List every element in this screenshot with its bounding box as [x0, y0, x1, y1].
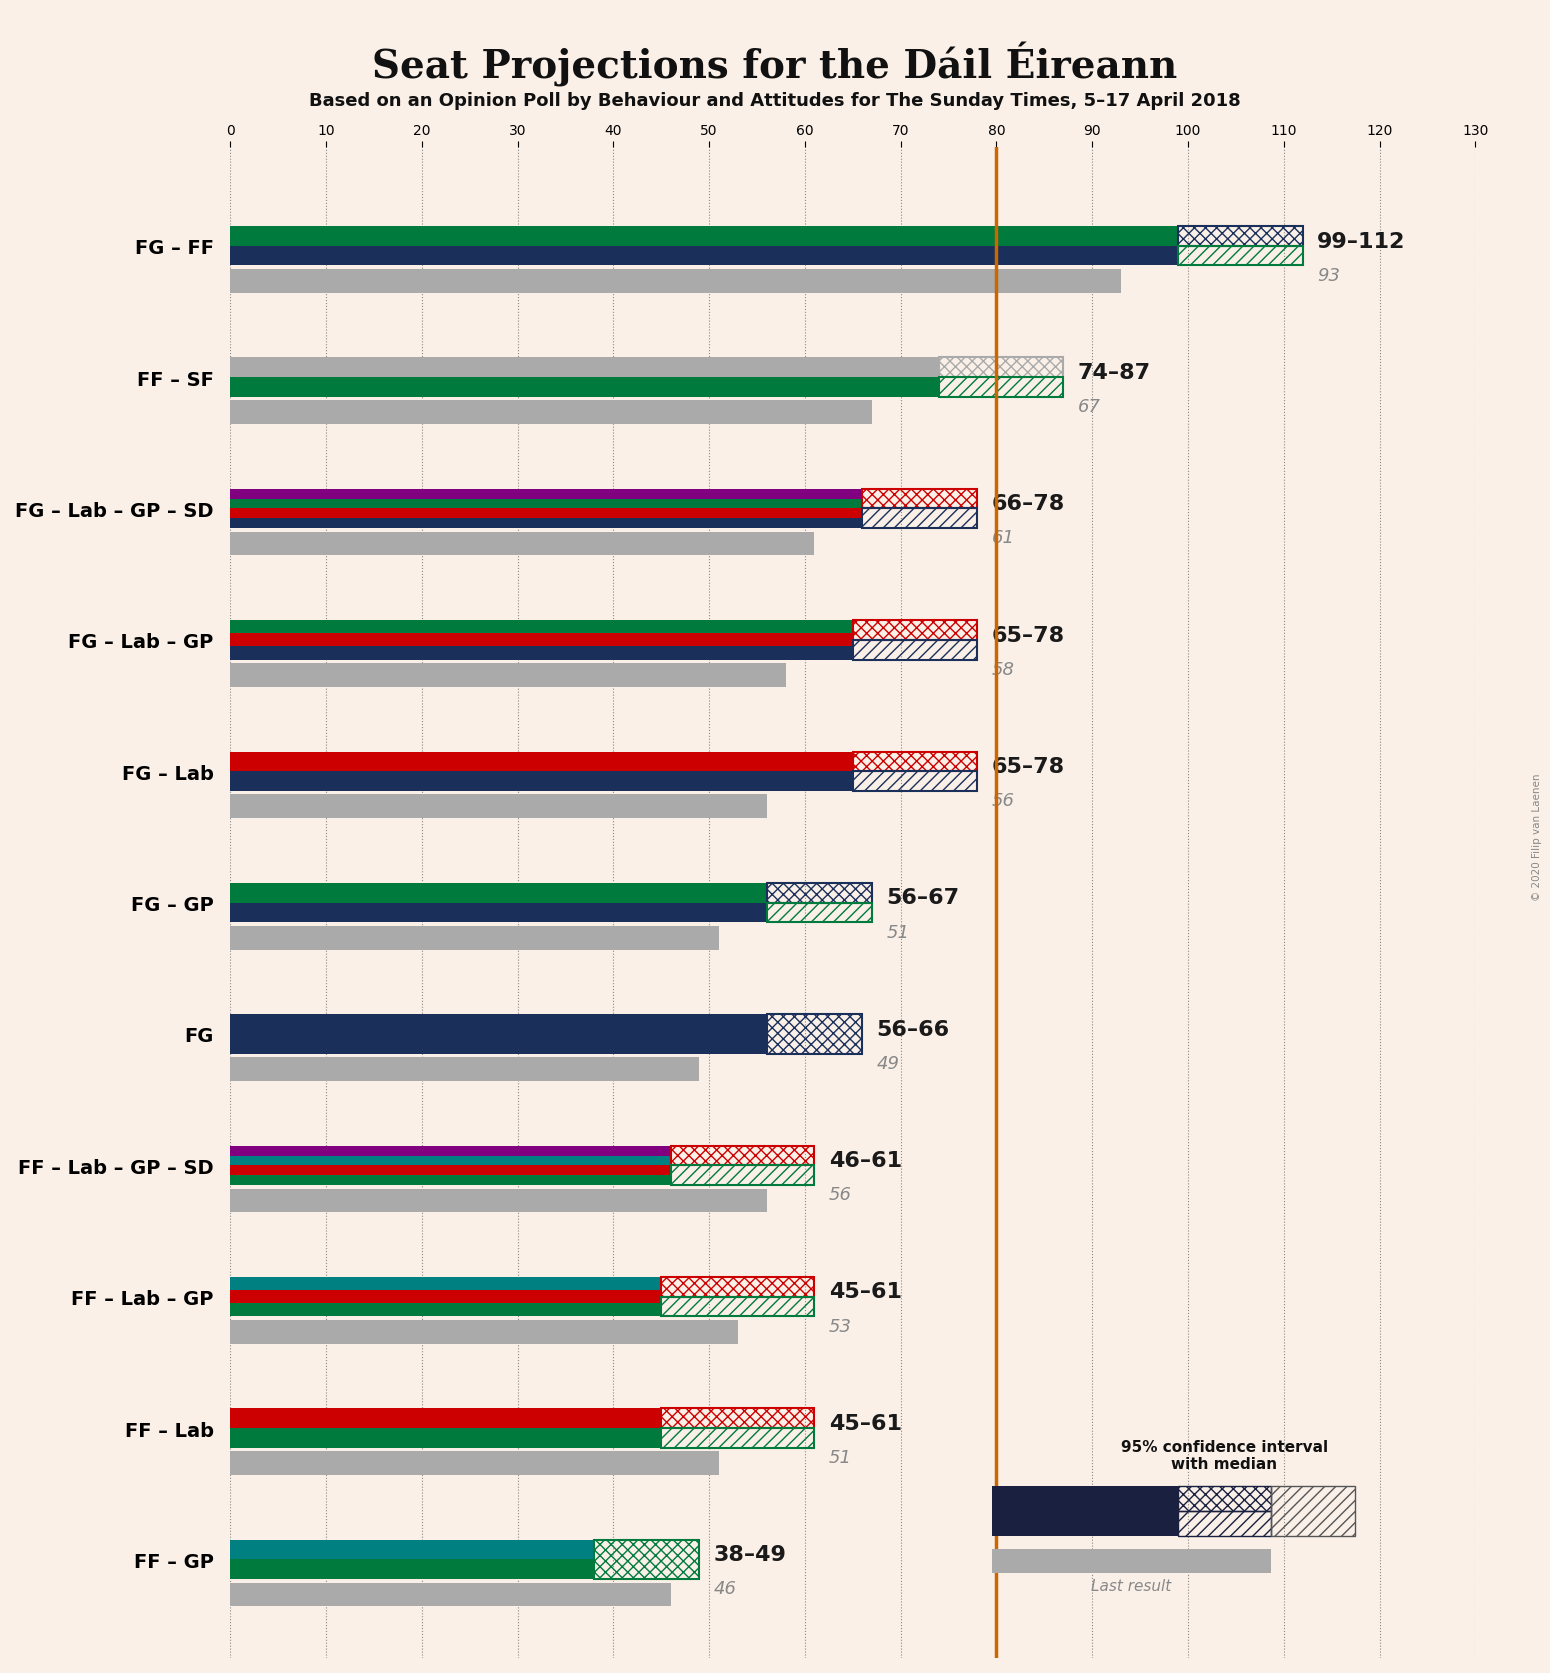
Bar: [229, 1303, 662, 1317]
Bar: [229, 1452, 719, 1476]
Bar: [229, 1176, 671, 1186]
Bar: [229, 499, 862, 509]
Bar: [1178, 1511, 1271, 1536]
Bar: [853, 641, 976, 661]
Text: 45–61: 45–61: [829, 1414, 902, 1434]
Bar: [229, 1156, 671, 1166]
Text: Based on an Opinion Poll by Behaviour and Attitudes for The Sunday Times, 5–17 A: Based on an Opinion Poll by Behaviour an…: [308, 92, 1242, 110]
Text: Last result: Last result: [1091, 1578, 1172, 1593]
Bar: [1178, 228, 1304, 246]
Bar: [229, 634, 852, 647]
Bar: [767, 883, 873, 903]
Text: 65–78: 65–78: [992, 626, 1065, 646]
Text: 66–78: 66–78: [992, 494, 1065, 514]
Bar: [662, 1429, 814, 1447]
Text: 46–61: 46–61: [829, 1151, 902, 1171]
Bar: [853, 621, 976, 641]
Bar: [229, 358, 939, 378]
Bar: [229, 1539, 594, 1559]
Bar: [1178, 246, 1304, 266]
Bar: [229, 753, 852, 771]
Bar: [229, 246, 1178, 266]
Bar: [229, 771, 852, 791]
Text: 56–66: 56–66: [877, 1019, 950, 1039]
Text: 61: 61: [992, 529, 1015, 547]
Bar: [229, 1320, 738, 1343]
Bar: [229, 519, 862, 529]
Bar: [229, 402, 873, 425]
Bar: [229, 1057, 699, 1081]
Text: 53: 53: [829, 1317, 852, 1335]
Text: 58: 58: [992, 661, 1015, 678]
Bar: [862, 490, 976, 509]
Bar: [671, 1166, 814, 1186]
Bar: [939, 378, 1063, 398]
Bar: [229, 1583, 671, 1606]
Text: © 2020 Filip van Laenen: © 2020 Filip van Laenen: [1533, 773, 1542, 900]
Bar: [229, 1166, 671, 1176]
Bar: [662, 1409, 814, 1429]
Bar: [229, 1409, 662, 1429]
Text: 99–112: 99–112: [1318, 231, 1406, 251]
Bar: [229, 1146, 671, 1156]
Bar: [853, 753, 976, 771]
Bar: [939, 358, 1063, 378]
Text: 46: 46: [715, 1579, 736, 1598]
Text: 56: 56: [829, 1186, 852, 1203]
Text: 38–49: 38–49: [715, 1544, 787, 1564]
Text: 74–87: 74–87: [1077, 363, 1152, 383]
Bar: [229, 903, 767, 923]
Text: 51: 51: [829, 1449, 852, 1466]
Bar: [229, 647, 852, 661]
Text: 65–78: 65–78: [992, 756, 1065, 776]
Bar: [229, 490, 862, 499]
Bar: [229, 228, 1178, 246]
Bar: [229, 1014, 767, 1054]
Text: Seat Projections for the Dáil Éireann: Seat Projections for the Dáil Éireann: [372, 42, 1178, 87]
Bar: [671, 1146, 814, 1166]
Text: 56–67: 56–67: [887, 888, 959, 908]
Text: 95% confidence interval
with median: 95% confidence interval with median: [1121, 1439, 1328, 1471]
Bar: [594, 1539, 699, 1579]
Bar: [229, 1190, 767, 1213]
Text: 45–61: 45–61: [829, 1282, 902, 1302]
Bar: [767, 903, 873, 923]
Bar: [229, 1559, 594, 1579]
Text: 51: 51: [887, 923, 910, 940]
Bar: [229, 1290, 662, 1303]
Bar: [229, 269, 1121, 293]
Bar: [662, 1276, 814, 1297]
Bar: [992, 1549, 1271, 1573]
Text: 67: 67: [1077, 398, 1100, 417]
Text: 56: 56: [992, 791, 1015, 810]
Bar: [1271, 1486, 1355, 1536]
Bar: [229, 532, 814, 555]
Bar: [229, 509, 862, 519]
Bar: [1178, 1486, 1271, 1511]
Bar: [229, 927, 719, 950]
Bar: [229, 1276, 662, 1290]
Bar: [229, 1429, 662, 1447]
Bar: [229, 883, 767, 903]
Bar: [229, 621, 852, 634]
Bar: [662, 1297, 814, 1317]
Bar: [229, 378, 939, 398]
Bar: [767, 1014, 862, 1054]
Bar: [992, 1486, 1178, 1536]
Bar: [853, 771, 976, 791]
Bar: [862, 509, 976, 529]
Text: 49: 49: [877, 1054, 899, 1072]
Text: 93: 93: [1318, 266, 1341, 284]
Bar: [229, 795, 767, 818]
Bar: [229, 664, 786, 688]
